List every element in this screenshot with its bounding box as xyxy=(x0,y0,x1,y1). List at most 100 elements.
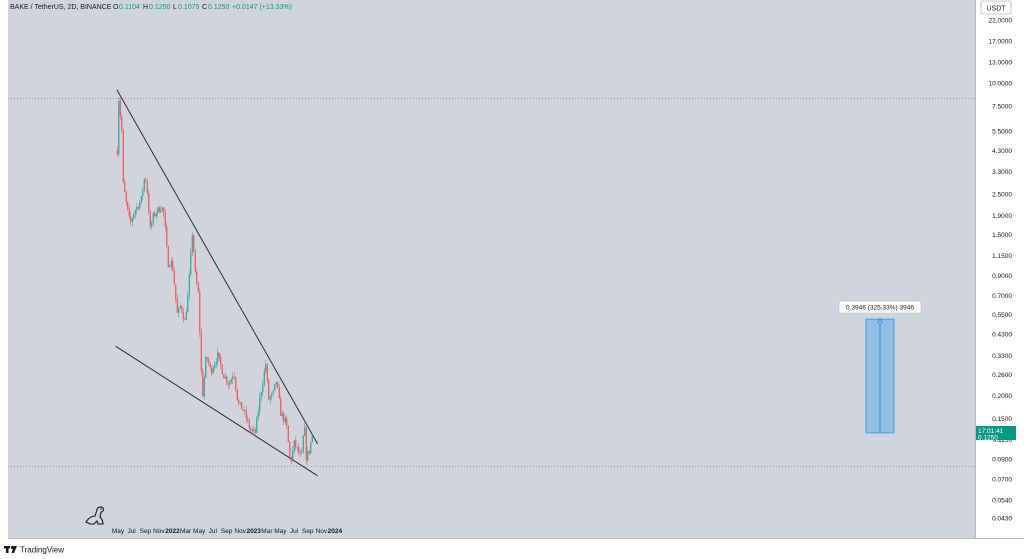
candle-up xyxy=(140,195,142,203)
candle-up xyxy=(229,383,231,385)
y-tick-label: 0.2600 xyxy=(992,372,1012,379)
y-tick-label: 0.2000 xyxy=(992,393,1012,400)
candle-down xyxy=(295,440,297,447)
header-close-label: C xyxy=(202,4,207,11)
candle-down xyxy=(299,453,301,454)
y-tick-label: 1.1500 xyxy=(992,253,1012,260)
candle-down xyxy=(286,418,288,426)
candle-up xyxy=(212,368,214,374)
candle-up xyxy=(215,362,217,365)
candle-down xyxy=(236,389,238,401)
candle-down xyxy=(154,213,156,217)
y-tick-label: 5.5000 xyxy=(992,128,1012,135)
currency-button[interactable]: USDT xyxy=(980,0,1012,15)
candle-up xyxy=(275,382,277,384)
time-axis[interactable]: May Jul Sep Nov 2022 Mar May Jul Sep Nov 2023 Mar Ma… xyxy=(112,528,343,535)
candle-up xyxy=(259,397,261,412)
candle-down xyxy=(176,298,178,313)
candle-up xyxy=(143,179,145,191)
price-axis[interactable]: 22.0000 17.0000 13.0000 10.0000 7.5000 5.5000… xyxy=(989,18,1013,523)
header-low-label: L xyxy=(173,4,177,11)
candle-up xyxy=(179,306,181,308)
candle-up xyxy=(155,213,157,217)
x-tick-label: Nov xyxy=(316,528,328,535)
candle-down xyxy=(127,201,129,209)
candle-up xyxy=(310,442,312,454)
last-price-value: 0.1250 xyxy=(978,435,998,442)
candle-down xyxy=(202,371,204,397)
trendline-lower-support[interactable] xyxy=(115,345,318,477)
x-tick-label: Mar xyxy=(180,528,192,535)
candle-up xyxy=(292,450,294,461)
trendlines[interactable] xyxy=(115,89,319,477)
candle-down xyxy=(164,213,166,227)
candle-up xyxy=(188,274,190,296)
candle-down xyxy=(277,382,279,388)
candle-up xyxy=(311,434,313,443)
candle-up xyxy=(142,190,144,196)
candle-down xyxy=(238,400,240,404)
candle-up xyxy=(205,357,207,378)
y-tick-label: 0.3300 xyxy=(992,353,1012,360)
candle-up xyxy=(262,384,264,393)
currency-button-frame[interactable] xyxy=(980,0,1012,15)
candle-up xyxy=(131,218,133,222)
last-price-tag: 17:01:41 0.1250 xyxy=(976,426,1016,442)
candle-up xyxy=(239,402,241,404)
candle-down xyxy=(181,306,183,312)
candle-up xyxy=(157,207,159,214)
candle-up xyxy=(224,376,226,379)
measure-label-box xyxy=(838,300,922,314)
header-change: +0.0147 (+13.33%) xyxy=(232,4,292,11)
y-tick-label: 17.0000 xyxy=(989,38,1013,45)
y-tick-label: 0.9000 xyxy=(992,273,1012,280)
y-tick-label: 0.1150 xyxy=(993,437,1013,444)
candle-up xyxy=(244,410,246,411)
tradingview-brand-text[interactable]: TradingView xyxy=(20,546,64,555)
x-tick-label: Nov xyxy=(234,528,246,535)
header-close-value: 0.1250 xyxy=(208,4,230,11)
x-tick-label: Jul xyxy=(290,528,299,535)
candle-down xyxy=(163,207,165,214)
trendline-upper-resistance[interactable] xyxy=(116,89,319,445)
candle-up xyxy=(136,206,138,211)
y-tick-label: 2.5000 xyxy=(992,191,1012,198)
header-high-label: H xyxy=(143,4,148,11)
candle-down xyxy=(241,402,243,410)
candle-down xyxy=(166,226,168,247)
candle-up xyxy=(161,207,163,211)
x-tick-label: May xyxy=(112,528,125,535)
y-tick-label: 3.3000 xyxy=(992,169,1012,176)
candle-down xyxy=(280,398,282,416)
dino-logo-eye xyxy=(100,508,102,510)
candle-up xyxy=(185,312,187,320)
x-tick-label: May xyxy=(193,528,206,535)
x-tick-label: Nov xyxy=(153,528,165,535)
candle-down xyxy=(167,246,169,267)
candle-down xyxy=(223,374,225,379)
candle-up xyxy=(133,214,135,219)
candle-down xyxy=(158,207,160,212)
currency-button-label[interactable]: USDT xyxy=(986,6,1006,13)
candle-up xyxy=(271,393,273,397)
candle-down xyxy=(172,261,174,271)
y-tick-label: 13.0000 xyxy=(989,60,1013,67)
candle-up xyxy=(190,252,192,275)
candle-down xyxy=(206,357,208,360)
candle-up xyxy=(134,210,136,215)
candle-down xyxy=(226,376,228,383)
price-range-measure[interactable]: 0.3946 (325.33%) 3946 xyxy=(838,300,922,434)
candle-up xyxy=(214,364,216,369)
tradingview-brand[interactable]: TradingView xyxy=(4,546,64,555)
x-tick-label: Jul xyxy=(127,528,136,535)
candle-down xyxy=(220,357,222,365)
header-symbol: BAKE / TetherUS, 2D, BINANCE xyxy=(10,4,112,11)
candle-down xyxy=(145,179,147,182)
candle-down xyxy=(235,377,237,389)
candle-down xyxy=(266,364,268,381)
candle-down xyxy=(128,209,130,217)
candle-up xyxy=(187,295,189,313)
candle-down xyxy=(248,420,250,429)
